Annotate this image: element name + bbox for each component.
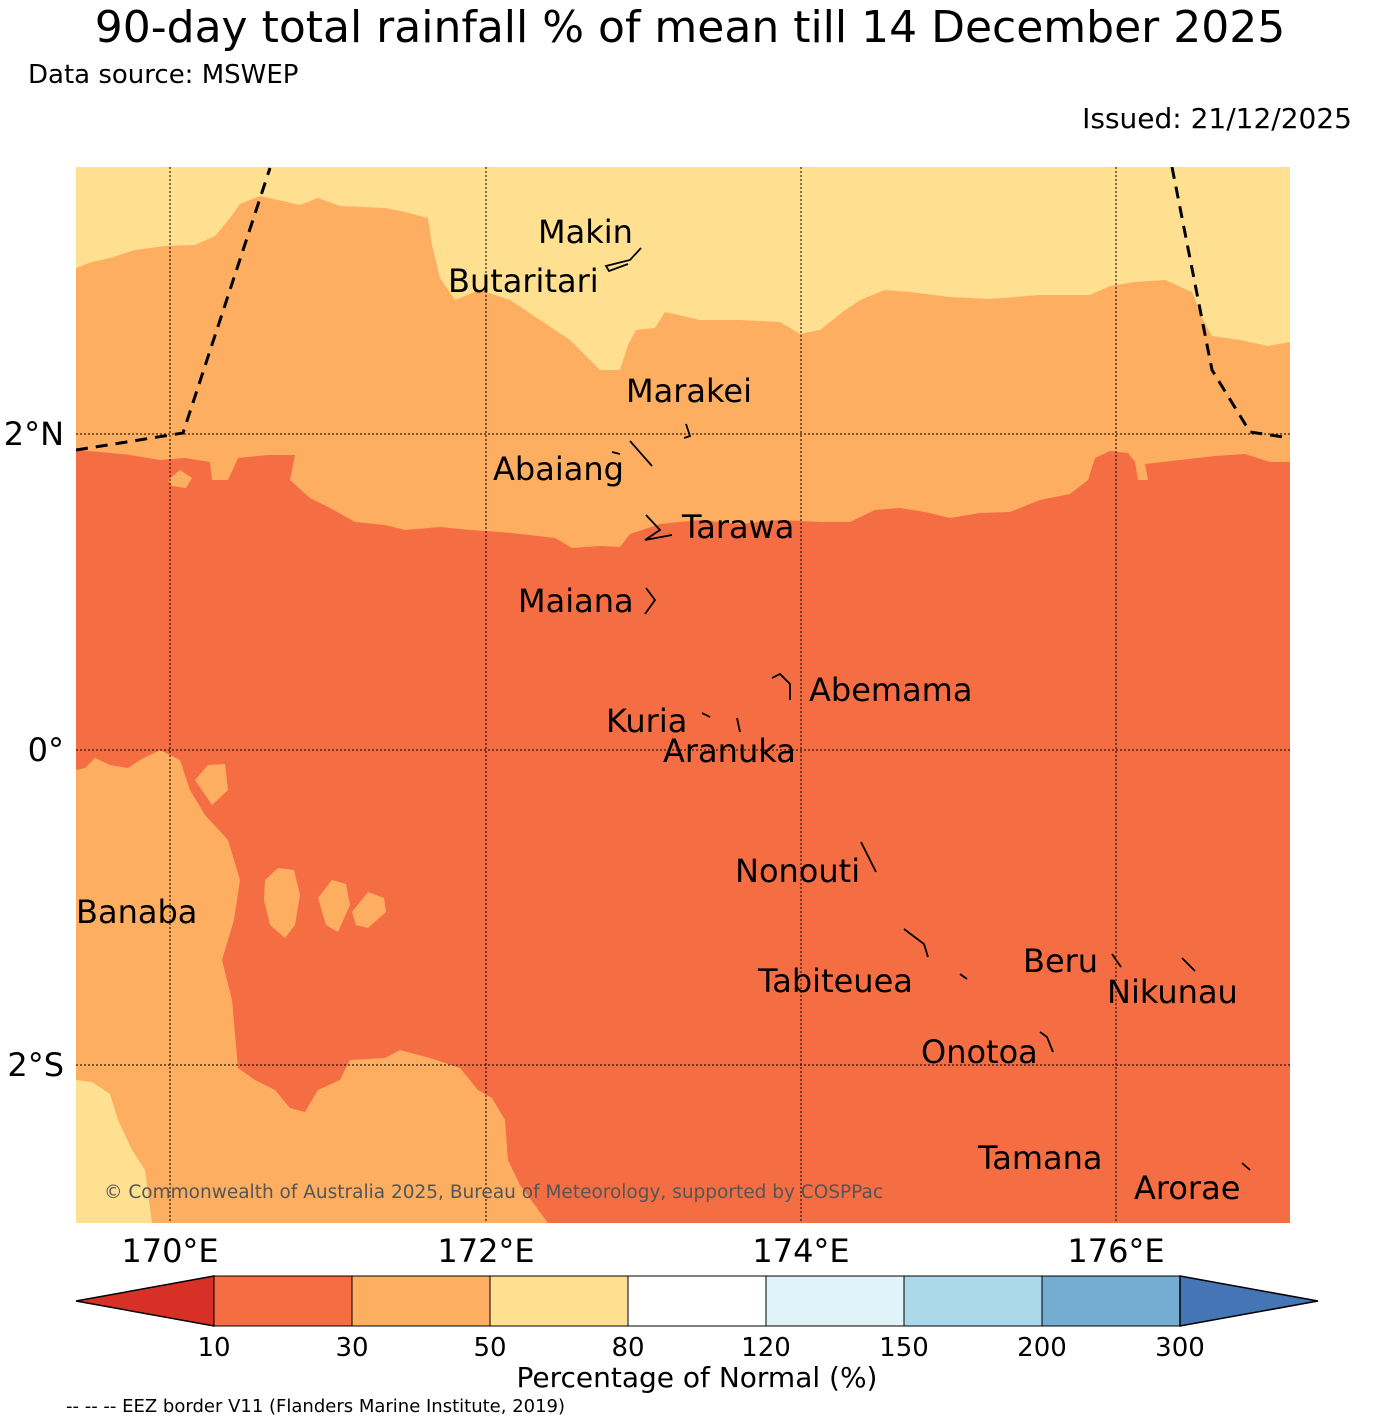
maiana-outline	[644, 587, 657, 615]
copyright-notice: © Commonwealth of Australia 2025, Bureau…	[104, 1182, 883, 1203]
lon-tick-174e: 174°E	[752, 1232, 849, 1270]
lon-tick-170e: 170°E	[121, 1232, 218, 1270]
rainfall-shading	[76, 167, 1290, 1223]
lon-tick-176e: 176°E	[1067, 1232, 1164, 1270]
tarawa-outline	[644, 514, 673, 541]
island-labels: Makin Butaritari Marakei Abaiang Tarawa …	[76, 213, 1240, 1207]
label-marakei: Marakei	[626, 372, 752, 410]
band-30-50-patch-2	[195, 764, 228, 805]
arorae-outline	[1241, 1162, 1251, 1171]
lat-tick-2s: 2°S	[7, 1046, 64, 1084]
label-onotoa: Onotoa	[921, 1033, 1038, 1071]
onotoa-outline	[1039, 1031, 1054, 1053]
colorbar-segment-80-120	[627, 1275, 767, 1327]
map-title: 90-day total rainfall % of mean till 14 …	[94, 2, 1286, 53]
colorbar-extend-high	[1179, 1275, 1319, 1327]
makin-outline	[604, 247, 642, 273]
beru-outline	[1111, 953, 1122, 968]
label-makin: Makin	[538, 213, 633, 251]
label-tamana: Tamana	[977, 1139, 1103, 1177]
colorbar-label-200: 200	[1017, 1333, 1067, 1363]
colorbar: 10 30 50 80 120 150 200 300 Percentage o…	[75, 1275, 1319, 1394]
colorbar-label-30: 30	[335, 1333, 368, 1363]
label-beru: Beru	[1023, 942, 1098, 980]
tabiteuea-outline-north	[903, 928, 929, 958]
issued-date: Issued: 21/12/2025	[1082, 102, 1352, 135]
marakei-outline	[683, 423, 692, 439]
band-10-30	[76, 450, 1290, 1223]
tabiteuea-outline-south	[959, 973, 968, 980]
band-50-80-north	[76, 167, 1290, 370]
lat-tick-2n: 2°N	[4, 415, 64, 453]
label-maiana: Maiana	[518, 582, 634, 620]
colorbar-label-120: 120	[741, 1333, 791, 1363]
colorbar-segment-120-150	[765, 1275, 905, 1327]
band-30-50-patch-3	[264, 868, 300, 938]
abemama-outline	[771, 672, 791, 700]
colorbar-label-150: 150	[879, 1333, 929, 1363]
label-nonouti: Nonouti	[735, 852, 860, 890]
label-kuria: Kuria	[606, 702, 687, 740]
label-butaritari: Butaritari	[448, 262, 599, 300]
abaiang-outline	[611, 440, 653, 467]
colorbar-title: Percentage of Normal (%)	[517, 1361, 878, 1394]
colorbar-segment-10-30	[213, 1275, 353, 1327]
label-abaiang: Abaiang	[493, 450, 624, 488]
label-tarawa: Tarawa	[681, 508, 794, 546]
data-source: Data source: MSWEP	[28, 60, 299, 90]
lon-tick-172e: 172°E	[437, 1232, 534, 1270]
band-30-50-patch-4	[318, 880, 350, 932]
colorbar-label-50: 50	[473, 1333, 506, 1363]
aranuka-outline	[736, 717, 741, 733]
label-banaba: Banaba	[76, 893, 197, 931]
eez-note: -- -- -- EEZ border V11 (Flanders Marine…	[66, 1396, 565, 1417]
colorbar-segment-200-300	[1041, 1275, 1181, 1327]
label-tabiteuea: Tabiteuea	[757, 962, 913, 1000]
nonouti-outline	[860, 841, 877, 873]
graticule	[76, 167, 1290, 1223]
label-nikunau: Nikunau	[1107, 973, 1238, 1011]
label-aranuka: Aranuka	[663, 732, 796, 770]
island-outlines	[604, 247, 1251, 1171]
colorbar-label-10: 10	[197, 1333, 230, 1363]
kuria-outline	[701, 712, 711, 718]
band-30-50-patch-5	[352, 892, 386, 928]
colorbar-segment-30-50	[351, 1275, 491, 1327]
label-abemama: Abemama	[809, 671, 972, 709]
label-arorae: Arorae	[1134, 1169, 1240, 1207]
band-50-80-south	[76, 1080, 152, 1223]
colorbar-extend-low	[75, 1275, 215, 1327]
colorbar-segment-150-200	[903, 1275, 1043, 1327]
band-30-50-patch-1	[168, 470, 192, 488]
colorbar-label-300: 300	[1155, 1333, 1205, 1363]
eez-border	[76, 167, 1290, 452]
colorbar-segment-50-80	[489, 1275, 629, 1327]
colorbar-label-80: 80	[611, 1333, 644, 1363]
lat-tick-0: 0°	[28, 731, 64, 769]
nikunau-outline	[1181, 957, 1196, 972]
